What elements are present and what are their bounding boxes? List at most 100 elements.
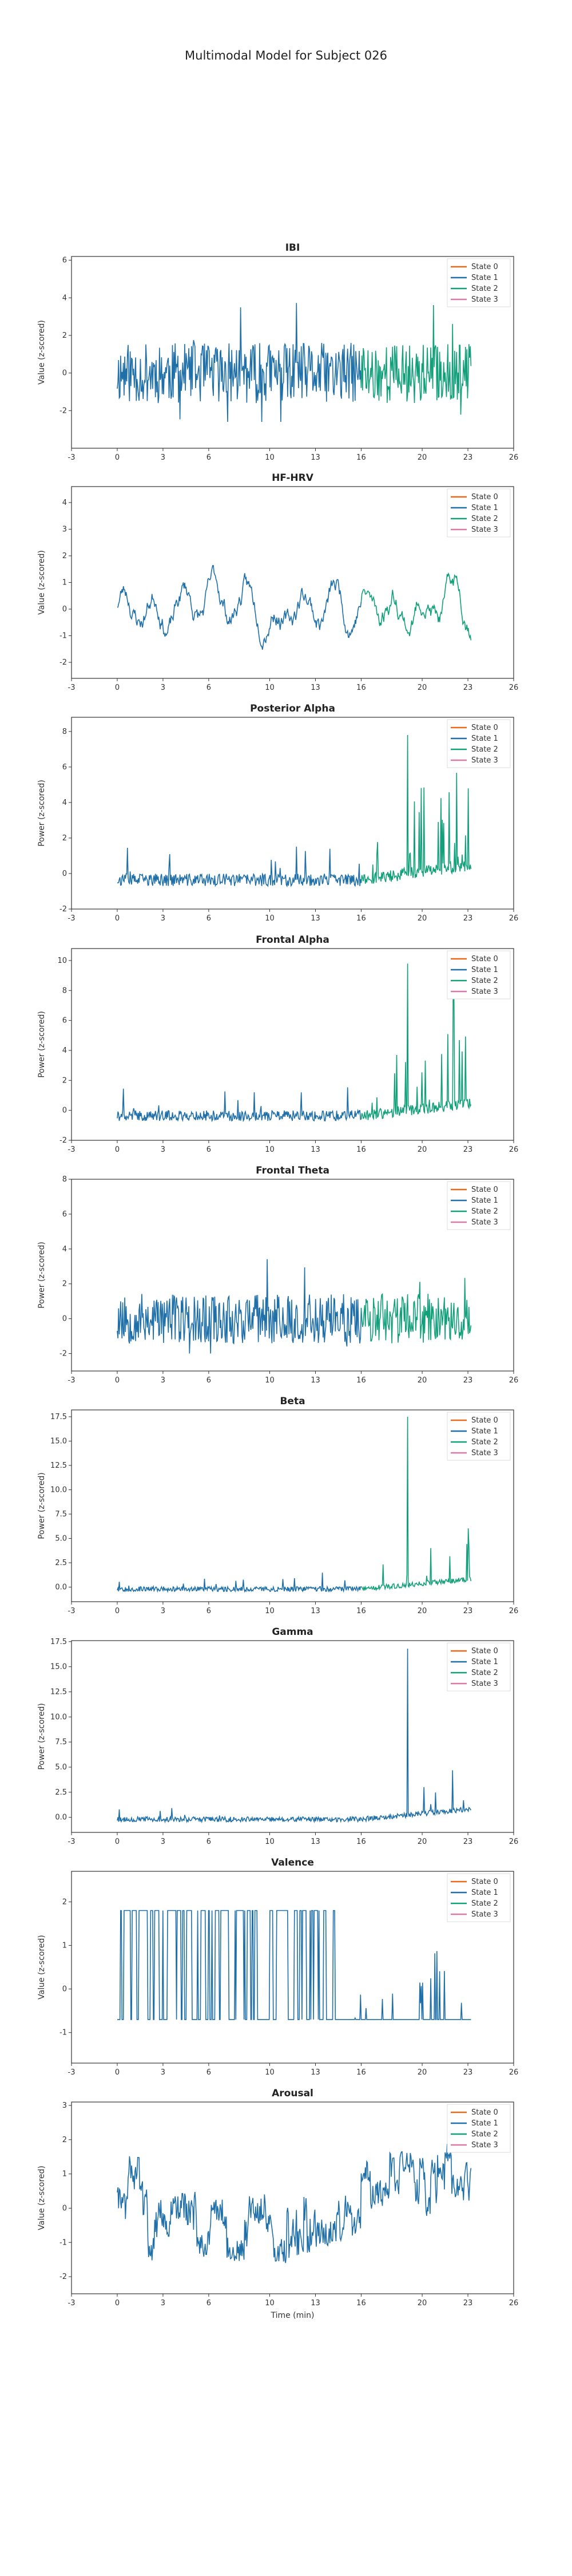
y-tick-label: 4: [62, 294, 67, 302]
y-tick-label: 8: [62, 1175, 67, 1184]
panel-frontal-theta: Frontal Theta -3 0 3 6 10 13 16 20 23 26 -2 0 2 4 6 8 Pow…: [37, 1165, 518, 1385]
legend-label: State 0: [471, 1878, 498, 1886]
legend-label: State 2: [471, 1899, 498, 1908]
series-line-state-1: [117, 1910, 471, 2020]
y-tick-label: 8: [62, 728, 67, 736]
y-tick-label: 4: [62, 1245, 67, 1254]
y-tick-label: -1: [59, 632, 67, 641]
legend-label: State 2: [471, 1207, 498, 1216]
x-tick-label: 16: [356, 1838, 366, 1846]
x-tick-label: 26: [509, 683, 519, 692]
x-tick-label: 26: [509, 1145, 519, 1154]
x-tick-label: 16: [356, 1145, 366, 1154]
panel-posterior-alpha: Posterior Alpha -3 0 3 6 10 13 16 20 23 26 -2 0 2 4 6 8 P…: [37, 703, 518, 923]
legend-label: State 0: [471, 955, 498, 963]
x-tick-label: 3: [161, 683, 165, 692]
y-tick-label: 2: [62, 834, 67, 843]
x-tick-label: 13: [311, 2068, 320, 2077]
x-tick-label: 0: [115, 1376, 120, 1385]
legend-label: State 3: [471, 1449, 498, 1457]
x-tick-label: 6: [206, 2299, 211, 2308]
legend-label: State 1: [471, 734, 498, 743]
x-tick-label: 13: [311, 453, 320, 462]
legend: State 0 State 1 State 2 State 3: [447, 1642, 511, 1692]
x-tick-label: 13: [311, 1838, 320, 1846]
x-tick-label: 6: [206, 1145, 211, 1154]
y-tick-label: 0: [62, 870, 67, 878]
x-tick-label: 0: [115, 2299, 120, 2308]
legend: State 0 State 1 State 2 State 3: [447, 2104, 511, 2153]
legend-label: State 3: [471, 1680, 498, 1688]
x-tick-label: -3: [68, 1607, 76, 1615]
legend-label: State 0: [471, 263, 498, 271]
series-line-state-2: [360, 963, 472, 1121]
x-tick-label: 23: [463, 683, 473, 692]
y-tick-label: 0: [62, 2204, 67, 2212]
x-tick-label: 6: [206, 683, 211, 692]
panel-title: Beta: [280, 1396, 305, 1407]
y-tick-label: -1: [59, 2029, 67, 2037]
plot-frame: [71, 717, 514, 910]
series-line-state-2: [360, 734, 472, 884]
panel-gamma: Gamma -3 0 3 6 10 13 16 20 23 26 0.0 2.5 5.0 7.5 10.0 12…: [37, 1626, 518, 1846]
x-tick-label: 26: [509, 1376, 519, 1385]
y-tick-label: 0: [62, 1985, 67, 1994]
series-line-state-1: [117, 565, 362, 650]
x-tick-label: 10: [265, 1145, 275, 1154]
x-tick-label: 3: [161, 2299, 165, 2308]
y-tick-label: 0: [62, 1315, 67, 1323]
x-tick-label: 23: [463, 1607, 473, 1615]
panel-title: Frontal Theta: [256, 1165, 329, 1176]
legend-label: State 3: [471, 2141, 498, 2150]
x-tick-label: 6: [206, 1376, 211, 1385]
x-axis-label: Time (min): [270, 2311, 314, 2320]
legend-label: State 2: [471, 2130, 498, 2139]
y-tick-label: 12.5: [50, 1688, 67, 1696]
y-tick-label: 7.5: [55, 1510, 67, 1519]
series-line-state-1: [117, 2144, 472, 2263]
legend-label: State 3: [471, 1218, 498, 1227]
x-tick-label: 13: [311, 2299, 320, 2308]
legend-label: State 2: [471, 1438, 498, 1447]
y-axis-label: Value (z-scored): [37, 320, 46, 385]
x-tick-label: 16: [356, 914, 366, 923]
legend-label: State 1: [471, 966, 498, 974]
y-axis-label: Power (z-scored): [37, 1703, 46, 1770]
legend: State 0 State 1 State 2 State 3: [447, 1873, 511, 1922]
x-tick-label: 0: [115, 2068, 120, 2077]
legend: State 0 State 1 State 2 State 3: [447, 719, 511, 768]
panel-title: Posterior Alpha: [250, 703, 335, 714]
x-tick-label: 0: [115, 1607, 120, 1615]
y-tick-label: 6: [62, 1017, 67, 1025]
x-tick-label: 0: [115, 1145, 120, 1154]
y-tick-label: 0.0: [55, 1583, 67, 1591]
x-tick-label: 10: [265, 683, 275, 692]
panel-title: IBI: [285, 242, 300, 254]
y-tick-label: 15.0: [50, 1437, 67, 1445]
x-tick-label: 16: [356, 683, 366, 692]
y-axis-label: Power (z-scored): [37, 1011, 46, 1078]
y-tick-label: 10.0: [50, 1485, 67, 1494]
legend-label: State 2: [471, 977, 498, 985]
plot-frame: [71, 948, 514, 1141]
y-tick-label: 2: [62, 552, 67, 560]
x-tick-label: 26: [509, 914, 519, 923]
x-tick-label: 26: [509, 2299, 519, 2308]
y-tick-label: 1: [62, 2170, 67, 2179]
x-tick-label: 16: [356, 2068, 366, 2077]
y-tick-label: 7.5: [55, 1738, 67, 1747]
figure-title: Multimodal Model for Subject 026: [185, 49, 387, 62]
legend-label: State 0: [471, 1416, 498, 1425]
legend-label: State 2: [471, 1669, 498, 1677]
panel-title: Frontal Alpha: [256, 934, 329, 946]
x-tick-label: 20: [418, 2299, 427, 2308]
x-tick-label: 0: [115, 914, 120, 923]
x-tick-label: 3: [161, 453, 165, 462]
x-tick-label: 10: [265, 1838, 275, 1846]
legend-label: State 0: [471, 493, 498, 501]
x-tick-label: 13: [311, 683, 320, 692]
y-tick-label: 17.5: [50, 1638, 67, 1646]
x-tick-label: 13: [311, 1145, 320, 1154]
panel-title: Gamma: [272, 1626, 313, 1638]
